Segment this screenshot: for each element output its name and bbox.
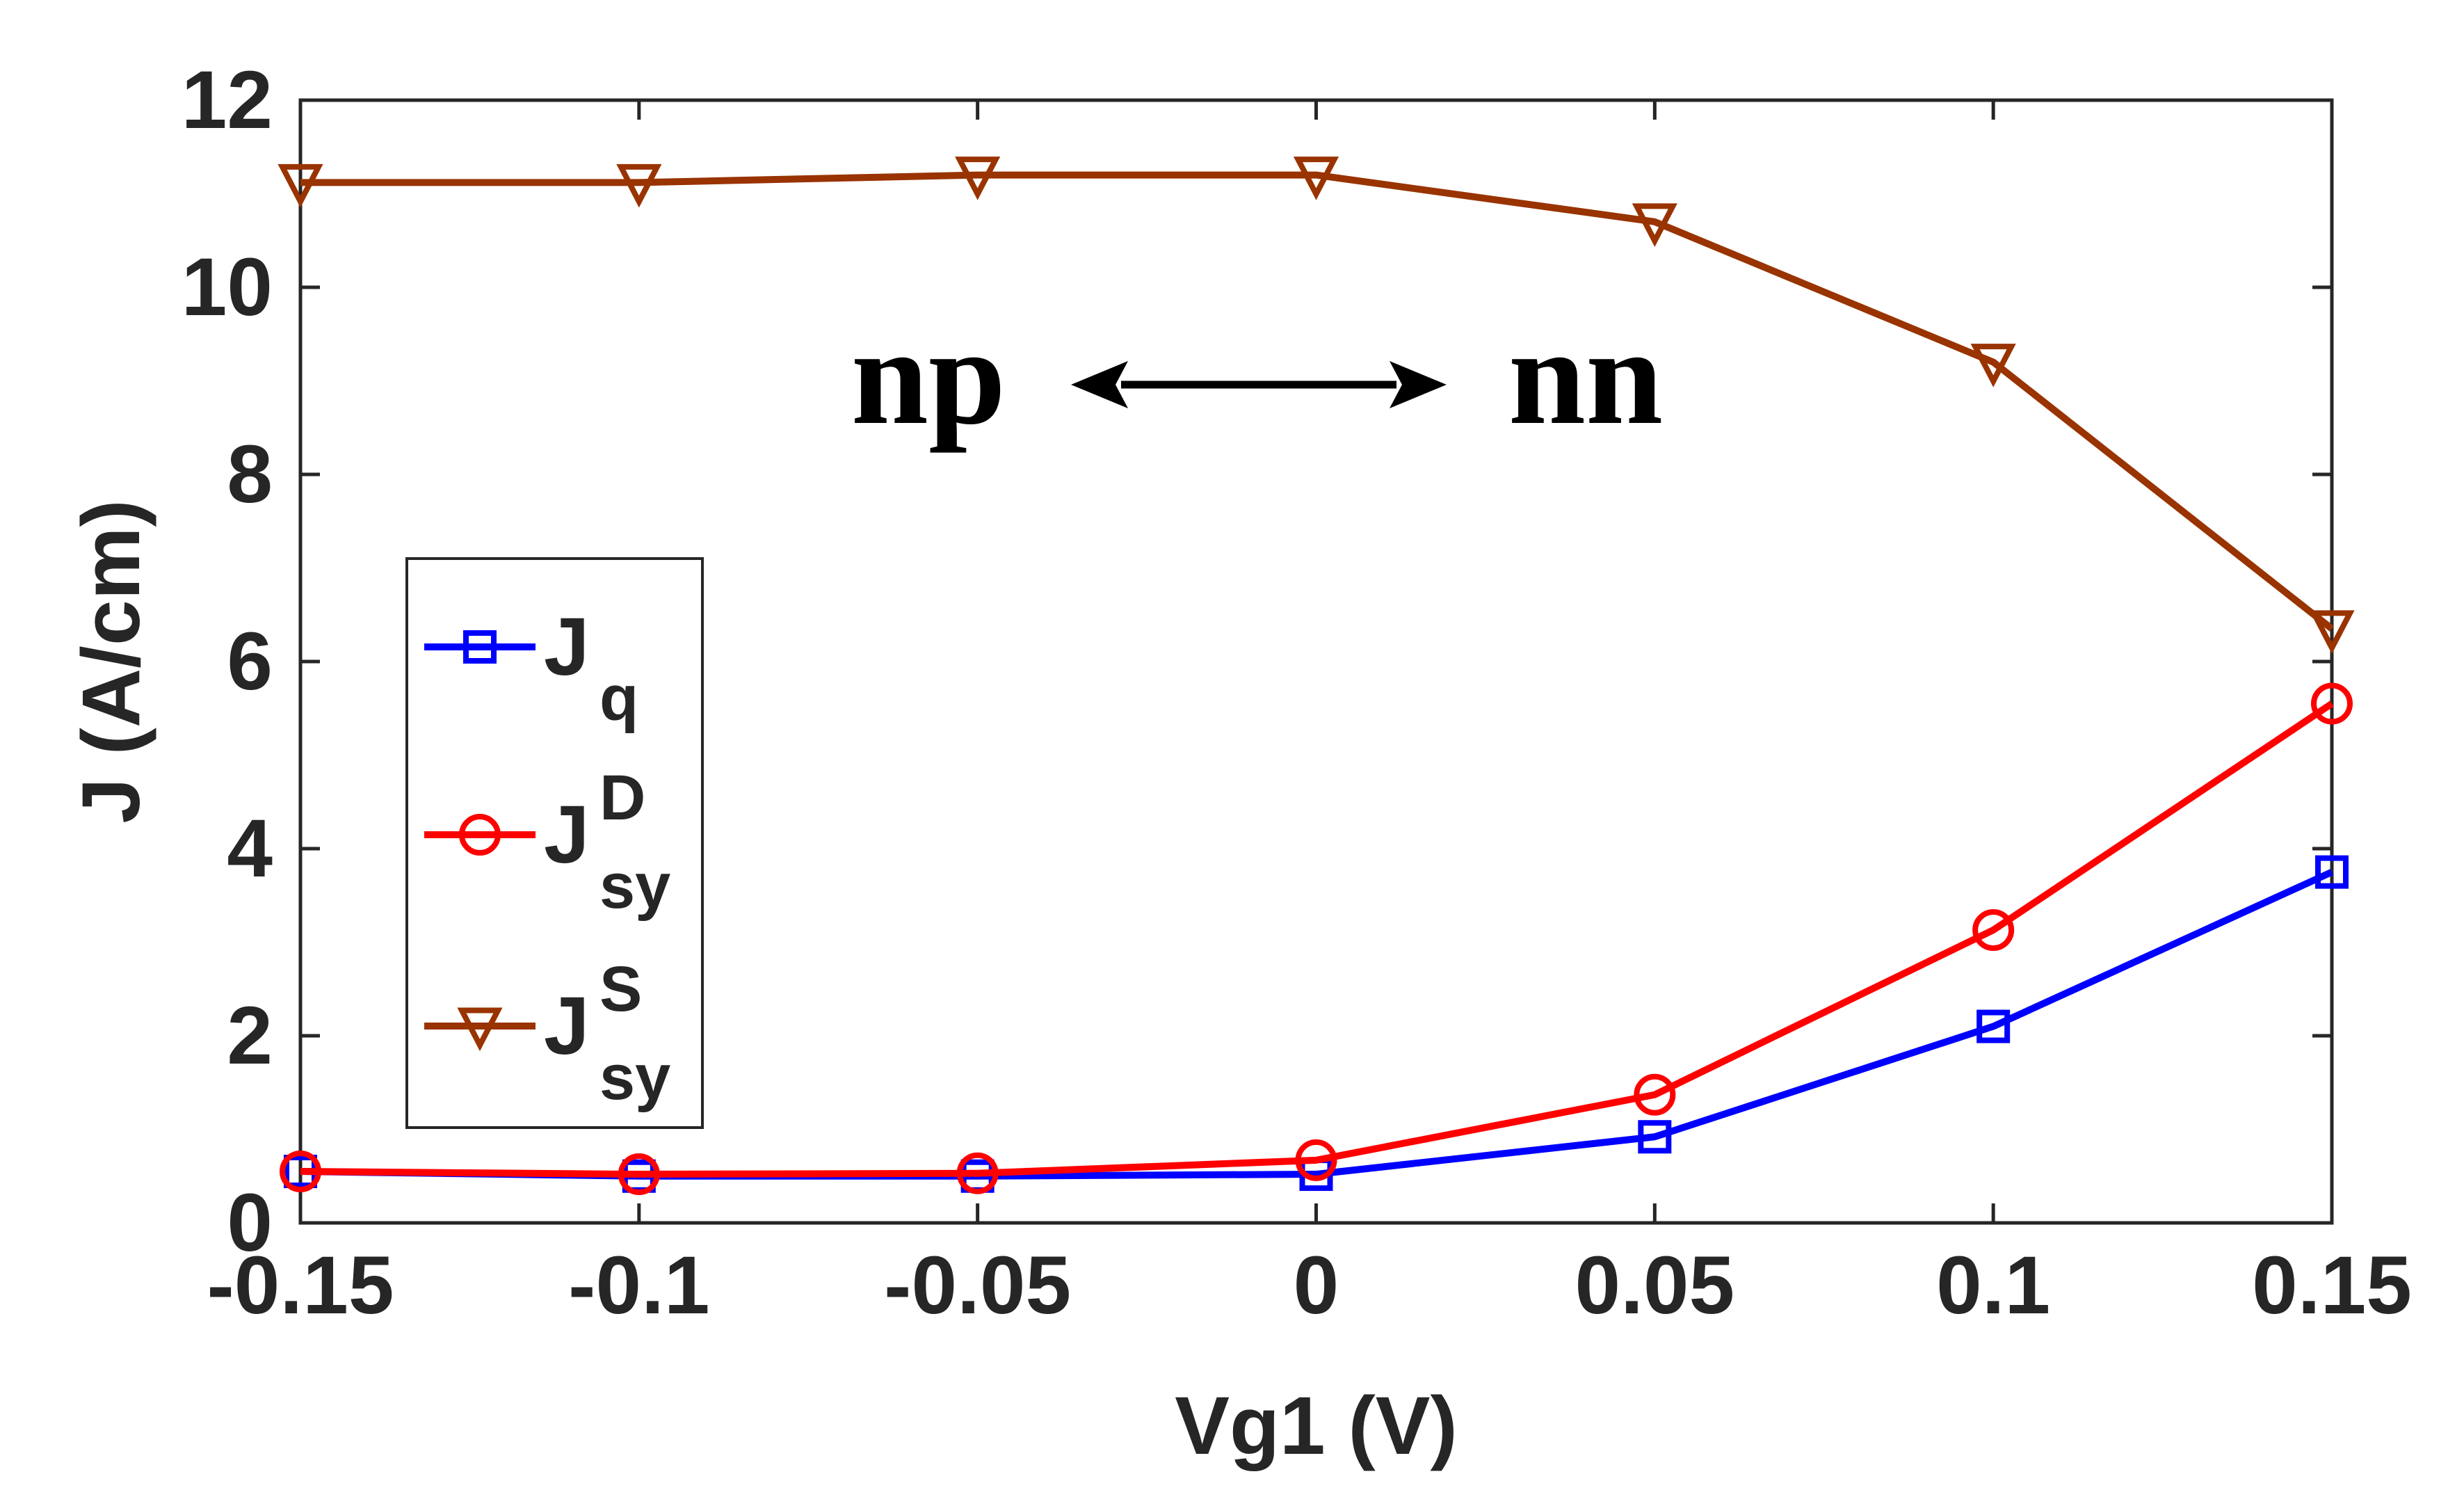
x-tick-label: 0: [1294, 1240, 1339, 1331]
legend-label: J: [544, 980, 590, 1072]
data-point: [956, 1152, 999, 1194]
data-point: [955, 157, 1001, 200]
y-tick-label: 2: [227, 990, 273, 1082]
arrow-head-left: [1071, 361, 1128, 408]
legend-label-subscript: sy: [599, 851, 670, 922]
data-point: [1632, 203, 1677, 248]
series-layer: [277, 157, 2355, 1196]
x-tick-label: -0.05: [884, 1240, 1071, 1331]
x-tick-label: 0.1: [1936, 1240, 2050, 1331]
x-tick-label: -0.1: [568, 1240, 709, 1331]
data-point: [1972, 909, 2015, 952]
y-tick-label: 6: [227, 616, 273, 707]
data-point: [1293, 157, 1339, 200]
series-line: [300, 171, 2335, 632]
y-tick-label: 8: [227, 428, 273, 520]
legend-label: J: [544, 601, 590, 693]
legend-marker: [463, 630, 497, 664]
y-tick-label: 0: [227, 1177, 273, 1269]
annotation-nn: nn: [1508, 300, 1663, 454]
x-tick-label: 0.05: [1575, 1240, 1734, 1331]
legend-entry: Jsy D: [424, 762, 670, 922]
data-point: [2315, 855, 2349, 889]
data-point: [1295, 1139, 1337, 1181]
x-axis-label: Vg1 (V): [1175, 1380, 1458, 1472]
series-circle: [280, 682, 2353, 1196]
y-axis-label: J (A/cm): [65, 499, 157, 824]
legend-label-subscript: q: [599, 663, 638, 734]
data-point: [277, 163, 323, 208]
x-tick-label: -0.15: [207, 1240, 394, 1331]
legend-marker: [457, 1007, 503, 1052]
double-arrow-icon: [1071, 361, 1447, 408]
data-point: [616, 163, 662, 208]
y-tick-label: 10: [182, 241, 273, 333]
data-point: [2311, 682, 2353, 725]
legend-entry: Jq: [424, 601, 638, 734]
series-triangle-down: [277, 157, 2355, 655]
legend-label-superscript: D: [599, 762, 645, 833]
annotation-np: np: [851, 300, 1006, 454]
data-point: [1970, 344, 2016, 387]
legend-label-superscript: S: [599, 954, 642, 1025]
data-point: [618, 1153, 660, 1196]
data-point: [2309, 610, 2355, 655]
arrow-head-right: [1390, 361, 1447, 408]
legend-box: [405, 557, 704, 1129]
x-tick-label: 0.15: [2252, 1240, 2412, 1331]
data-point: [1976, 1009, 2011, 1043]
legend-label-subscript: sy: [599, 1042, 670, 1113]
data-point: [280, 1151, 321, 1193]
legend-label: J: [544, 789, 590, 881]
series-line: [300, 700, 2334, 1178]
y-tick-label: 12: [182, 54, 273, 146]
legend-entry: Jsy S: [424, 954, 670, 1113]
legend-marker: [459, 814, 501, 856]
data-point: [1634, 1073, 1676, 1116]
ticks-layer: -0.15 -0.1 -0.05 0 0.05 0.1 0.15 0 2 4 6 8 10 12: [182, 54, 2412, 1331]
y-tick-label: 4: [227, 803, 273, 895]
data-point: [1638, 1120, 1672, 1154]
np-nn-annotation: np nn: [851, 300, 1663, 454]
